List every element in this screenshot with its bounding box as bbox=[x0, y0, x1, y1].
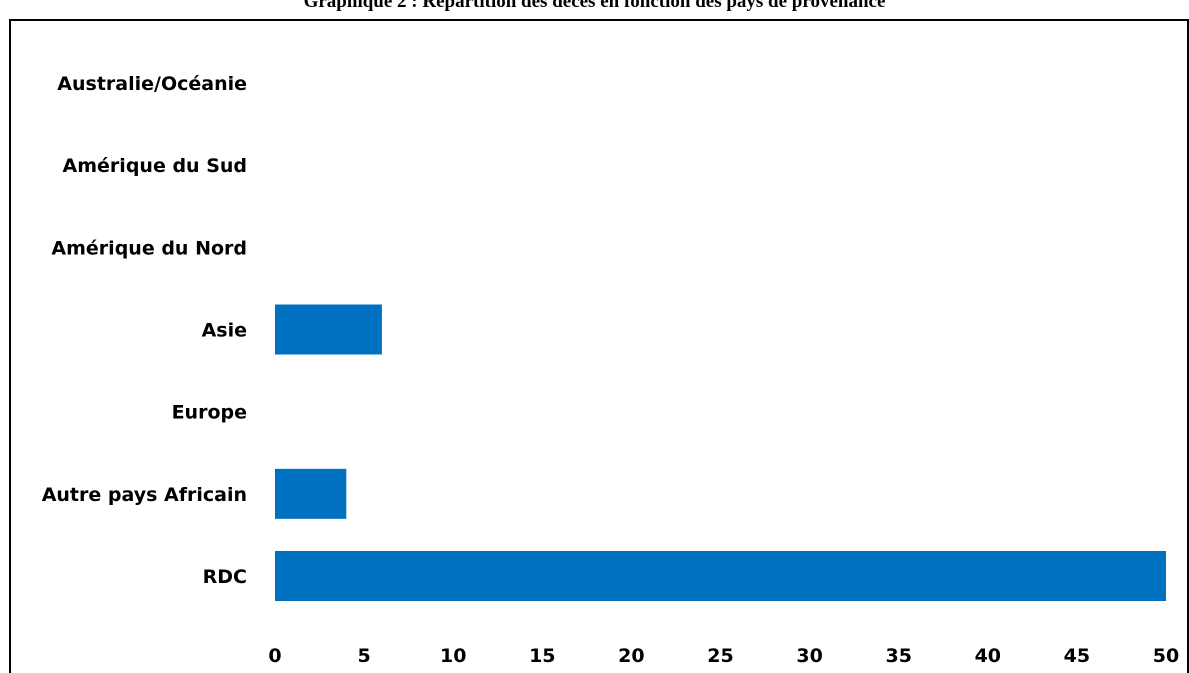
frame-top-border bbox=[9, 19, 1189, 21]
category-label: Asie bbox=[202, 320, 247, 342]
chart-title: Graphique 2 : Répartition des décès en f… bbox=[303, 0, 886, 12]
x-tick-label: 5 bbox=[357, 645, 370, 667]
x-tick-label: 20 bbox=[618, 645, 644, 667]
x-tick-label: 0 bbox=[268, 645, 281, 667]
category-label: Amérique du Nord bbox=[51, 237, 247, 259]
category-label: Amérique du Sud bbox=[63, 155, 247, 177]
x-tick-label: 10 bbox=[440, 645, 466, 667]
category-label: Australie/Océanie bbox=[57, 73, 247, 95]
category-label: Europe bbox=[172, 402, 247, 424]
x-tick-label: 35 bbox=[885, 645, 911, 667]
x-tick-label: 30 bbox=[796, 645, 822, 667]
x-tick-label: 45 bbox=[1064, 645, 1090, 667]
x-tick-label: 50 bbox=[1153, 645, 1179, 667]
bar bbox=[275, 468, 347, 519]
category-labels: Australie/Océanie Amérique du Sud Amérique… bbox=[42, 73, 247, 588]
x-tick-label: 25 bbox=[707, 645, 733, 667]
tick-labels: 0 5 10 15 20 25 30 35 40 45 50 bbox=[268, 645, 1179, 667]
category-label: Autre pays Africain bbox=[42, 484, 247, 506]
x-tick-label: 15 bbox=[529, 645, 555, 667]
category-label: RDC bbox=[203, 566, 247, 588]
bar bbox=[275, 304, 382, 355]
bars-group bbox=[275, 304, 1166, 601]
bar bbox=[275, 551, 1166, 601]
frame-right-border bbox=[1187, 19, 1189, 673]
frame-left-border bbox=[9, 19, 11, 673]
x-tick-label: 40 bbox=[975, 645, 1001, 667]
